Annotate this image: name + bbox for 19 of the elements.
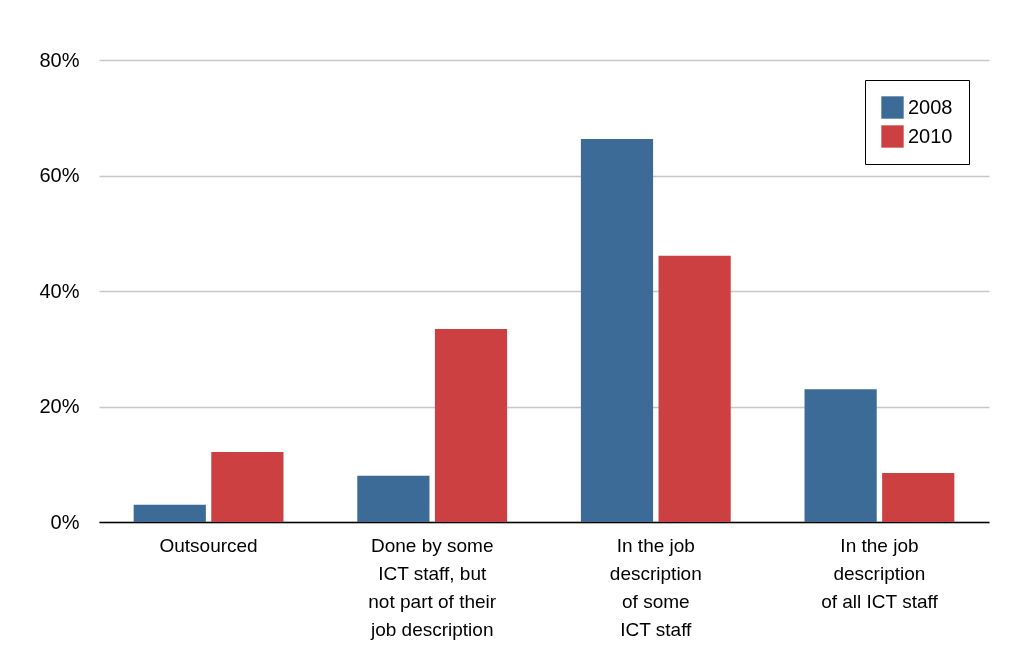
x-tick-label: In the job description of some ICT staff bbox=[609, 534, 702, 640]
y-tick-label: 40% bbox=[39, 279, 80, 302]
x-tick-label: Done by some ICT staff, but not part of their job description bbox=[368, 534, 497, 640]
bar bbox=[434, 329, 508, 522]
bar bbox=[804, 389, 877, 522]
y-tick-label: 80% bbox=[39, 48, 80, 71]
bar bbox=[882, 472, 955, 522]
bar bbox=[357, 475, 430, 522]
legend-label: 2010 bbox=[908, 124, 953, 147]
bar bbox=[133, 504, 206, 522]
y-tick-label: 20% bbox=[39, 395, 80, 417]
x-tick-label: Outsourced bbox=[159, 534, 258, 556]
bar bbox=[580, 139, 654, 522]
y-tick-label: 60% bbox=[39, 164, 80, 186]
x-tick-label: In the job description of all ICT staff bbox=[821, 534, 939, 612]
y-tick-label: 0% bbox=[50, 510, 80, 533]
bar bbox=[658, 255, 731, 522]
bar bbox=[211, 452, 284, 522]
legend-label: 2008 bbox=[908, 95, 953, 118]
